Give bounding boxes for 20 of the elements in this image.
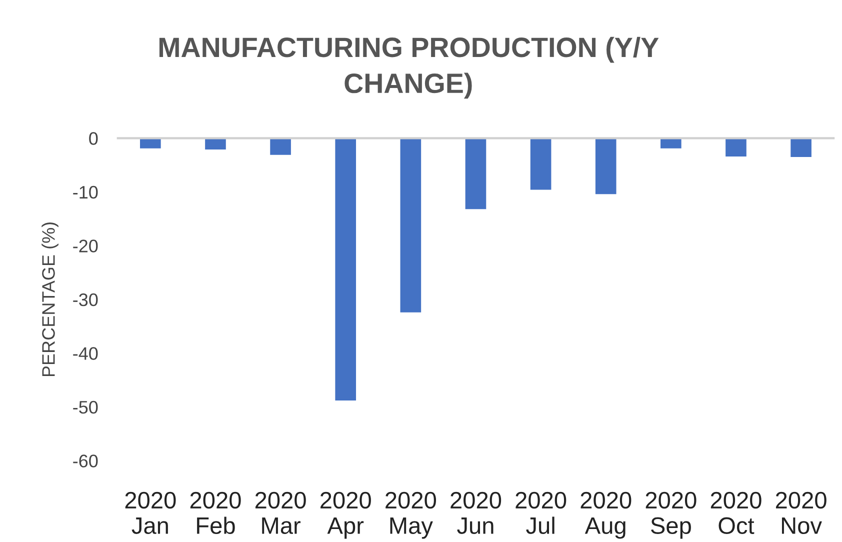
x-tick-label: 2020 Jan [125, 492, 176, 534]
x-tick-label: 2020 May [386, 492, 436, 539]
y-tick-label: -20 [73, 240, 98, 252]
x-tick-label: 2020 Nov [776, 492, 826, 534]
x-tick-label: 2020 Sep [646, 492, 696, 539]
x-tick-label: 2020 Apr [320, 492, 371, 539]
x-tick-label: 2020 Oct [710, 492, 762, 534]
x-tick-label: 2020 Jun [450, 492, 502, 534]
chart-title: MANUFACTURING PRODUCTION (Y/Y CHANGE) [159, 36, 659, 99]
y-tick-label: -40 [73, 347, 98, 360]
x-tick-label: 2020 Feb [190, 492, 241, 534]
x-tick-label: 2020 Mar [255, 492, 306, 534]
y-tick-label: -60 [73, 454, 98, 468]
x-tick-label: 2020 Aug [580, 492, 632, 539]
y-axis-title: PERCENTAGE (%) [42, 222, 58, 376]
y-tick-label: 0 [89, 132, 98, 145]
y-tick-label: -50 [73, 400, 98, 414]
y-tick-label: -10 [73, 186, 98, 199]
x-tick-label: 2020 Jul [516, 492, 566, 534]
y-tick-label: -30 [73, 293, 98, 306]
